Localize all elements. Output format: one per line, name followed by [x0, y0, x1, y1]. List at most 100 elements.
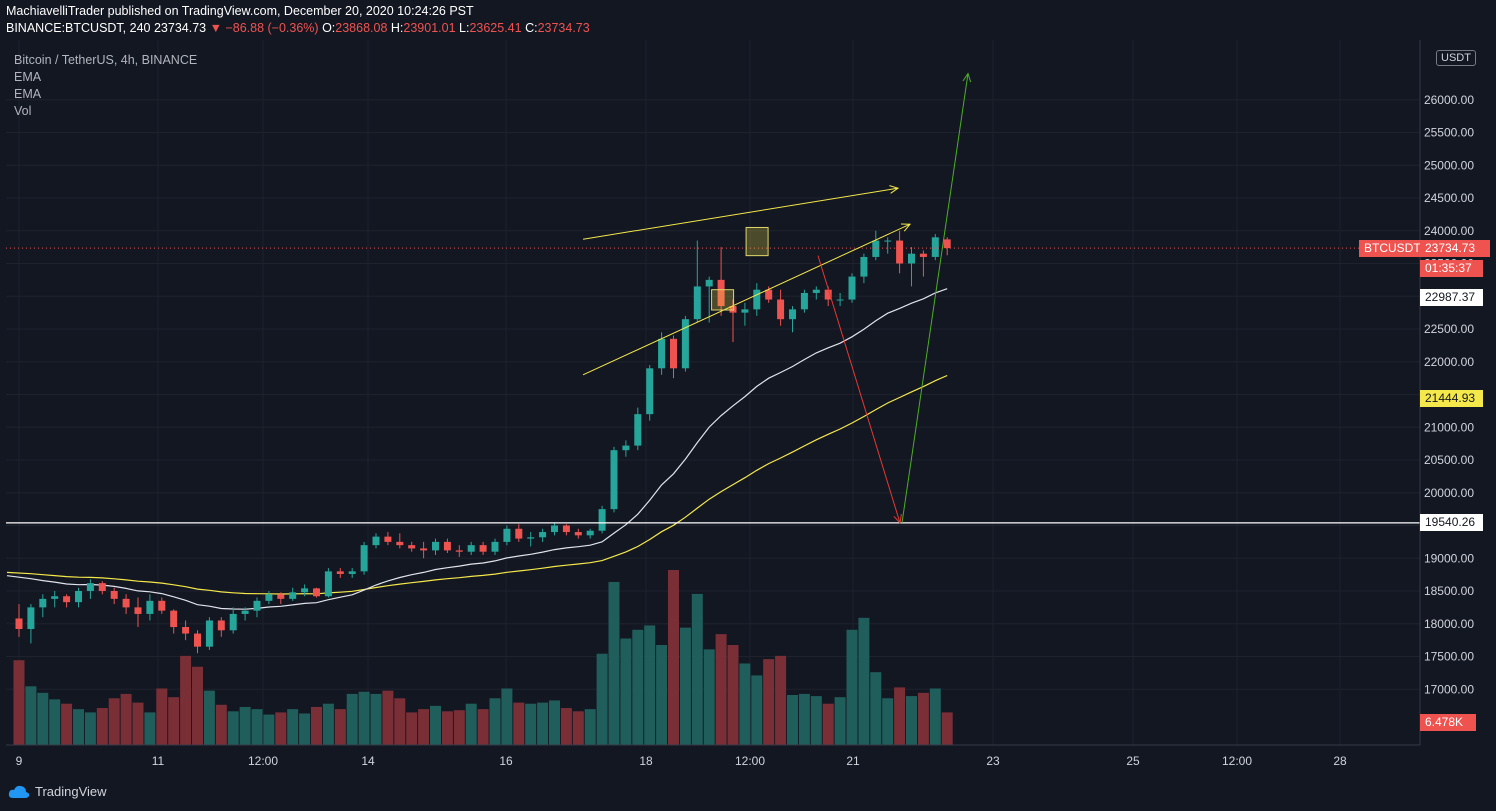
time-tick-label: 9: [16, 754, 23, 768]
volume-bar: [37, 692, 49, 745]
candle-body: [408, 545, 416, 549]
price-tick-label: 17500.00: [1424, 650, 1474, 664]
candle-body: [705, 279, 713, 287]
candle-body: [598, 509, 606, 531]
volume-bar: [525, 703, 537, 745]
last-price-tag: 23734.73: [1420, 240, 1490, 257]
volume-bar: [846, 629, 858, 745]
currency-button[interactable]: USDT: [1436, 50, 1476, 66]
time-tick-label: 18: [639, 754, 653, 768]
candle-body: [98, 583, 106, 591]
candle-body: [765, 289, 773, 300]
volume-bar: [49, 699, 61, 745]
volume-bar: [917, 692, 929, 745]
ema-lines: [6, 288, 948, 610]
candle-body: [884, 240, 892, 242]
volume-bar: [572, 711, 584, 745]
candle-body: [848, 276, 856, 300]
volume-bar: [346, 693, 358, 745]
candle-body: [455, 550, 463, 552]
candle-body: [503, 528, 511, 542]
volume-bar: [608, 581, 620, 745]
candle-body: [432, 541, 439, 551]
candle-body: [777, 299, 785, 320]
open-label: O:: [322, 21, 336, 35]
candle-body: [194, 633, 201, 647]
volume-bar: [227, 711, 239, 745]
candle-body: [836, 299, 844, 301]
symbol-price-label: BTCUSDT: [1359, 240, 1421, 257]
price-tick-label: 22000.00: [1424, 355, 1474, 369]
candle-body: [491, 541, 499, 552]
volume-bar: [311, 706, 322, 745]
candle-body: [681, 319, 689, 369]
candle-body: [170, 610, 178, 628]
volume-bar: [453, 710, 465, 745]
candle-body: [313, 588, 320, 597]
volume-bar: [679, 627, 691, 745]
volume-bar: [394, 698, 406, 745]
price-tick-label: 24000.00: [1424, 224, 1474, 238]
price-tick-label: 20000.00: [1424, 486, 1474, 500]
volume-bar: [108, 698, 120, 745]
candle-body: [515, 528, 523, 539]
legend-ema-2[interactable]: EMA: [14, 87, 42, 101]
change-value: −86.88 (−0.36%): [225, 21, 319, 35]
volume-bar: [882, 698, 894, 745]
candle-body: [110, 591, 118, 599]
projection-up-arrowhead: [962, 72, 972, 83]
candle-body: [479, 545, 487, 552]
volume-bar: [215, 704, 227, 745]
time-tick-label: 21: [846, 754, 860, 768]
candle-body: [729, 306, 737, 313]
candle-body: [27, 607, 35, 629]
candle-body: [372, 536, 380, 546]
candle-body: [800, 292, 808, 310]
volume-bar: [870, 672, 882, 745]
volume-bar: [537, 702, 549, 745]
candle-body: [205, 620, 213, 647]
brand-name: TradingView: [35, 784, 107, 799]
time-tick-label: 23: [986, 754, 1000, 768]
volume-bar: [691, 593, 703, 745]
volume-bar: [239, 706, 251, 745]
candle-body: [824, 289, 832, 300]
down-triangle-icon: ▼: [209, 21, 222, 35]
volume-bar: [84, 712, 96, 745]
time-tick-label: 16: [499, 754, 513, 768]
price-tick-label: 19000.00: [1424, 551, 1474, 565]
chart-grid: [6, 40, 1420, 745]
highlight-box-low: [711, 289, 735, 311]
volume-bar: [929, 688, 941, 745]
volume-bar: [810, 696, 822, 745]
volume-bars: [13, 570, 953, 745]
legend-vol[interactable]: Vol: [14, 104, 32, 118]
volume-bar: [25, 686, 37, 745]
ema-fast-line: [6, 288, 948, 610]
volume-bar: [751, 675, 763, 745]
candle-body: [919, 253, 927, 257]
volume-bar: [632, 629, 644, 745]
candle-body: [586, 530, 594, 536]
volume-bar: [798, 693, 810, 745]
candle-body: [610, 450, 618, 510]
volume-bar: [287, 709, 299, 745]
legend-ema-1[interactable]: EMA: [14, 70, 42, 84]
volume-bar: [465, 703, 477, 745]
volume-bar: [192, 666, 203, 745]
volume-bar: [370, 693, 382, 745]
legend-title[interactable]: Bitcoin / TetherUS, 4h, BINANCE: [14, 53, 198, 67]
candle-body: [360, 545, 368, 572]
price-tick-label: 24500.00: [1424, 191, 1474, 205]
tradingview-logo[interactable]: TradingView: [8, 784, 107, 799]
candle-body: [551, 525, 558, 533]
time-tick-label: 12:00: [1222, 754, 1252, 768]
volume-bar: [703, 649, 715, 745]
wedge-bottom-arrowhead: [900, 223, 912, 232]
volume-bar: [418, 709, 430, 745]
high-label: H:: [390, 21, 404, 35]
candle-body: [420, 548, 428, 551]
candle-body: [539, 532, 547, 538]
volume-bar: [489, 698, 501, 745]
